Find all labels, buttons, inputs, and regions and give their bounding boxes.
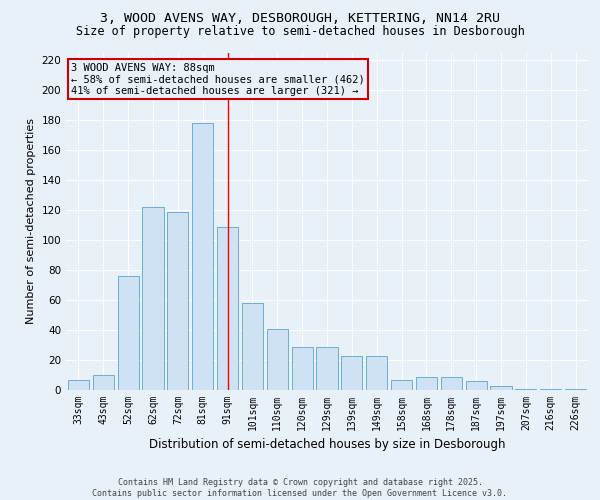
X-axis label: Distribution of semi-detached houses by size in Desborough: Distribution of semi-detached houses by … [149, 438, 505, 452]
Bar [316, 346, 338, 390]
Bar [292, 346, 313, 390]
Text: 3, WOOD AVENS WAY, DESBOROUGH, KETTERING, NN14 2RU: 3, WOOD AVENS WAY, DESBOROUGH, KETTERING… [100, 12, 500, 26]
Bar [515, 388, 536, 390]
Bar [142, 207, 164, 390]
Bar [565, 388, 586, 390]
Bar [217, 226, 238, 390]
Bar [540, 388, 561, 390]
Bar [93, 375, 114, 390]
Bar [416, 376, 437, 390]
Bar [441, 376, 462, 390]
Text: 3 WOOD AVENS WAY: 88sqm
← 58% of semi-detached houses are smaller (462)
41% of s: 3 WOOD AVENS WAY: 88sqm ← 58% of semi-de… [71, 62, 365, 96]
Bar [192, 123, 213, 390]
Text: Size of property relative to semi-detached houses in Desborough: Size of property relative to semi-detach… [76, 25, 524, 38]
Bar [366, 356, 387, 390]
Bar [391, 380, 412, 390]
Y-axis label: Number of semi-detached properties: Number of semi-detached properties [26, 118, 36, 324]
Bar [466, 381, 487, 390]
Bar [242, 303, 263, 390]
Bar [167, 212, 188, 390]
Text: Contains HM Land Registry data © Crown copyright and database right 2025.
Contai: Contains HM Land Registry data © Crown c… [92, 478, 508, 498]
Bar [68, 380, 89, 390]
Bar [118, 276, 139, 390]
Bar [267, 328, 288, 390]
Bar [341, 356, 362, 390]
Bar [490, 386, 512, 390]
